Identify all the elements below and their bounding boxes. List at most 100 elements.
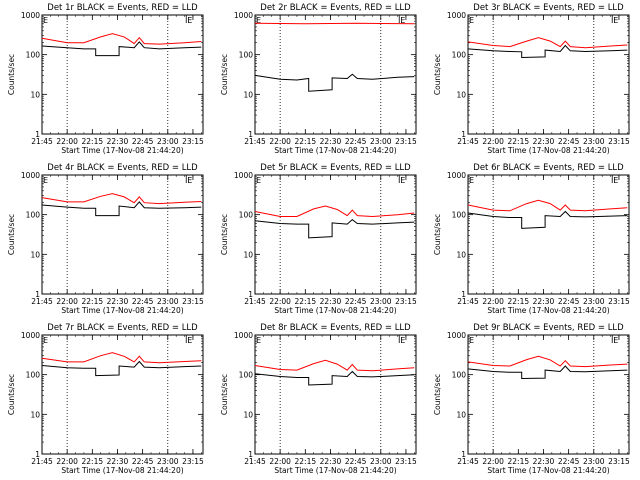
x-tick-label: 21:45 bbox=[244, 457, 266, 466]
x-tick-label: 22:45 bbox=[345, 297, 367, 306]
x-tick-label: 23:00 bbox=[583, 297, 605, 306]
y-tick-label: 10 bbox=[30, 90, 40, 99]
chart-panel-9: Det 9r BLACK = Events, RED = LLD E E 1 10 100… bbox=[426, 320, 639, 480]
x-axis-label: Start Time (17-Nov-08 21:44:20) bbox=[274, 466, 396, 475]
y-tick-label: 1 bbox=[35, 130, 40, 139]
y-axis-label: Counts/sec bbox=[433, 214, 442, 255]
chart-panel-2: Det 2r BLACK = Events, RED = LLD E E 1 10 100… bbox=[213, 0, 426, 160]
event-marker-label: E bbox=[256, 16, 261, 25]
y-tick-label: 100 bbox=[452, 51, 467, 60]
x-tick-label: 22:30 bbox=[107, 297, 129, 306]
x-tick-label: 23:00 bbox=[157, 457, 179, 466]
x-tick-label: 23:15 bbox=[608, 297, 630, 306]
chart-panel-4: Det 4r BLACK = Events, RED = LLD E E 1 10 100… bbox=[0, 160, 213, 320]
x-tick-label: 22:00 bbox=[482, 457, 504, 466]
x-axis-label: Start Time (17-Nov-08 21:44:20) bbox=[61, 306, 183, 315]
x-tick-label: 23:15 bbox=[608, 457, 630, 466]
event-marker-label: E bbox=[469, 336, 474, 345]
plot-frame bbox=[41, 174, 204, 295]
y-tick-label: 1 bbox=[461, 130, 466, 139]
x-tick-label: 22:30 bbox=[107, 137, 129, 146]
y-axis-label: Counts/sec bbox=[7, 54, 16, 95]
event-marker-label: E bbox=[613, 336, 618, 345]
y-tick-label: 1000 bbox=[21, 11, 40, 20]
x-tick-label: 22:15 bbox=[508, 297, 530, 306]
event-marker-label: E bbox=[256, 176, 261, 185]
series-line-red bbox=[467, 355, 628, 368]
series-line-red bbox=[41, 352, 202, 364]
event-marker-label: E bbox=[400, 336, 405, 345]
x-tick-label: 22:45 bbox=[558, 137, 580, 146]
event-marker-label: E bbox=[613, 176, 618, 185]
x-tick-label: 22:45 bbox=[345, 457, 367, 466]
plot-frame bbox=[254, 174, 417, 295]
x-axis-label: Start Time (17-Nov-08 21:44:20) bbox=[487, 306, 609, 315]
event-marker-label: E bbox=[43, 16, 48, 25]
y-tick-label: 1000 bbox=[447, 331, 466, 340]
x-tick-label: 23:15 bbox=[182, 297, 204, 306]
chart-title: Det 5r BLACK = Events, RED = LLD bbox=[260, 163, 411, 173]
series-line-black bbox=[41, 201, 202, 217]
x-tick-label: 22:45 bbox=[132, 137, 154, 146]
x-axis-label: Start Time (17-Nov-08 21:44:20) bbox=[61, 466, 183, 475]
y-tick-label: 1 bbox=[461, 450, 466, 459]
chart-panel-7: Det 7r BLACK = Events, RED = LLD E E 1 10 100… bbox=[0, 320, 213, 480]
y-tick-label: 100 bbox=[239, 371, 254, 380]
y-axis-label: Counts/sec bbox=[7, 214, 16, 255]
plot-frame bbox=[254, 334, 417, 455]
chart-panel-5: Det 5r BLACK = Events, RED = LLD E E 1 10 100… bbox=[213, 160, 426, 320]
y-tick-label: 100 bbox=[26, 211, 41, 220]
x-tick-label: 22:00 bbox=[269, 457, 291, 466]
x-tick-label: 22:30 bbox=[533, 457, 555, 466]
x-tick-label: 21:45 bbox=[31, 297, 53, 306]
y-tick-label: 10 bbox=[243, 410, 253, 419]
x-tick-label: 22:30 bbox=[320, 297, 342, 306]
event-marker-label: E bbox=[613, 16, 618, 25]
x-tick-label: 22:00 bbox=[269, 297, 291, 306]
x-tick-label: 21:45 bbox=[31, 137, 53, 146]
x-tick-label: 23:00 bbox=[370, 297, 392, 306]
x-tick-label: 23:00 bbox=[583, 137, 605, 146]
y-tick-label: 1000 bbox=[21, 171, 40, 180]
y-tick-label: 1 bbox=[248, 290, 253, 299]
x-axis-label: Start Time (17-Nov-08 21:44:20) bbox=[61, 146, 183, 155]
x-tick-label: 22:00 bbox=[482, 297, 504, 306]
series-line-red bbox=[41, 193, 202, 205]
x-tick-label: 22:45 bbox=[345, 137, 367, 146]
y-tick-label: 10 bbox=[456, 410, 466, 419]
x-tick-label: 21:45 bbox=[457, 297, 479, 306]
x-tick-label: 23:00 bbox=[157, 137, 179, 146]
y-tick-label: 10 bbox=[30, 250, 40, 259]
series-line-black bbox=[254, 73, 415, 92]
y-axis-label: Counts/sec bbox=[220, 214, 229, 255]
x-tick-label: 22:15 bbox=[508, 137, 530, 146]
x-tick-label: 23:15 bbox=[608, 137, 630, 146]
series-line-black bbox=[254, 218, 415, 239]
x-tick-label: 21:45 bbox=[457, 137, 479, 146]
x-tick-label: 22:00 bbox=[482, 137, 504, 146]
series-line-red bbox=[467, 37, 628, 49]
x-tick-label: 23:15 bbox=[395, 297, 417, 306]
y-tick-label: 1000 bbox=[447, 171, 466, 180]
x-tick-label: 22:15 bbox=[295, 137, 317, 146]
chart-panel-1: Det 1r BLACK = Events, RED = LLD E E 1 10 100… bbox=[0, 0, 213, 160]
x-tick-label: 22:45 bbox=[558, 457, 580, 466]
x-tick-label: 21:45 bbox=[31, 457, 53, 466]
plot-frame bbox=[41, 334, 204, 455]
series-line-black bbox=[467, 210, 628, 229]
x-tick-label: 23:15 bbox=[395, 457, 417, 466]
x-tick-label: 22:45 bbox=[558, 297, 580, 306]
chart-panel-8: Det 8r BLACK = Events, RED = LLD E E 1 10 100… bbox=[213, 320, 426, 480]
y-tick-label: 1 bbox=[35, 290, 40, 299]
series-line-red bbox=[254, 359, 415, 372]
chart-svg: Det 4r BLACK = Events, RED = LLD E E 1 10 100… bbox=[7, 163, 204, 315]
plot-frame bbox=[467, 334, 630, 455]
series-line-red bbox=[467, 199, 628, 212]
x-tick-label: 22:15 bbox=[295, 297, 317, 306]
plot-frame bbox=[254, 14, 417, 135]
x-tick-label: 22:15 bbox=[82, 297, 104, 306]
chart-title: Det 9r BLACK = Events, RED = LLD bbox=[473, 323, 624, 333]
plot-frame bbox=[41, 14, 204, 135]
y-tick-label: 10 bbox=[243, 250, 253, 259]
x-tick-label: 22:00 bbox=[269, 137, 291, 146]
